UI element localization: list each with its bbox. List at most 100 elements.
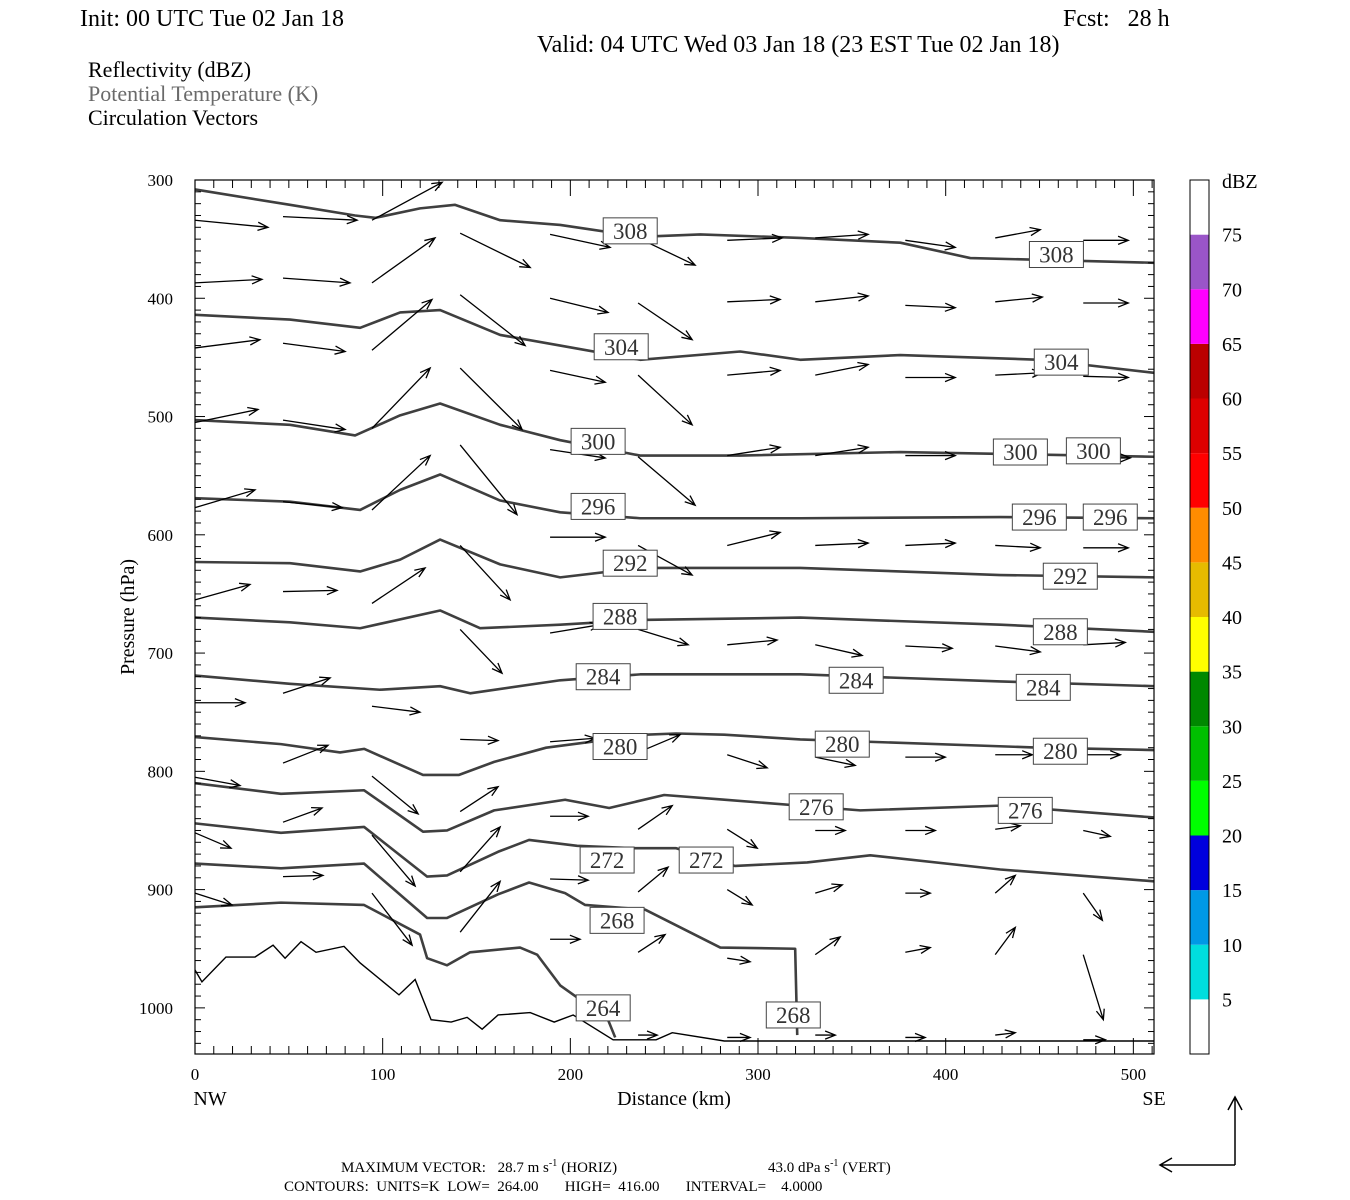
contour-label: 308 (613, 219, 648, 244)
contour-label-box (1032, 618, 1088, 646)
circulation-vector (905, 888, 933, 898)
circulation-vector (459, 294, 527, 347)
valid-time: Valid: 04 UTC Wed 03 Jan 18 (23 EST Tue … (537, 32, 1060, 58)
circulation-vector (1083, 1035, 1108, 1045)
circulation-vector (727, 295, 782, 305)
circulation-vector (194, 406, 260, 424)
circulation-vector (637, 933, 667, 953)
circulation-vector (550, 875, 590, 885)
circulation-vector (995, 645, 1043, 656)
colorbar-swatch (1190, 944, 1209, 1000)
circulation-vector (371, 454, 432, 511)
circulation-vector (282, 501, 344, 512)
colorbar-swatch (1190, 289, 1209, 344)
circulation-vector (815, 230, 870, 240)
circulation-vector (995, 226, 1042, 239)
contour-label: 284 (1026, 675, 1061, 700)
contour-label: 300 (581, 429, 616, 454)
circulation-vector (815, 825, 848, 836)
x-left-direction: NW (193, 1088, 226, 1110)
colorbar-swatch (1190, 890, 1209, 945)
contour-label-box (1033, 348, 1089, 376)
colorbar-swatch (1190, 453, 1209, 508)
y-tick-label: 700 (148, 644, 174, 663)
colorbar-swatch (1190, 671, 1209, 727)
circulation-vector (905, 944, 933, 955)
forecast-hour: Fcst: 28 h (1063, 6, 1170, 32)
circulation-vector (814, 935, 842, 956)
circulation-vector (905, 538, 958, 549)
horiz-sup: -1 (549, 1158, 557, 1169)
contour-label-box (1065, 437, 1121, 465)
circulation-vector (727, 636, 779, 646)
isentrope-280 (194, 732, 1155, 777)
contour-label-box (1082, 503, 1138, 531)
contour-label-box (1042, 562, 1098, 590)
circulation-vector (1083, 235, 1131, 246)
colorbar-swatch (1190, 835, 1209, 891)
legend-potential-temperature: Potential Temperature (K) (88, 81, 318, 106)
legend-circulation-vectors: Circulation Vectors (88, 105, 258, 130)
contour-label: 304 (1044, 350, 1079, 375)
circulation-vector (459, 232, 532, 269)
circulation-vector (371, 366, 432, 429)
circulation-vector (194, 488, 257, 509)
circulation-vector (815, 292, 870, 303)
contour-label-box (592, 602, 648, 630)
circulation-vector (815, 444, 870, 457)
circulation-vector (815, 756, 857, 768)
circulation-vector (371, 236, 437, 284)
contour-label-box (592, 733, 648, 761)
circulation-vector (726, 828, 759, 850)
circulation-vector (550, 934, 582, 944)
contour-label: 292 (613, 551, 648, 576)
circulation-vector (637, 456, 697, 507)
isentrope-272 (194, 822, 1155, 883)
colorbar-label: 60 (1222, 389, 1242, 411)
contour-label-box (593, 333, 649, 361)
colorbar-label: 15 (1222, 880, 1242, 902)
contour-label: 276 (1008, 798, 1043, 823)
contour-label-box (765, 1001, 821, 1029)
max-vector-label: MAXIMUM VECTOR: (341, 1160, 486, 1176)
circulation-vector (460, 735, 500, 745)
circulation-vector (637, 804, 674, 830)
contour-label: 268 (600, 908, 635, 933)
contour-label-box (575, 663, 631, 691)
contour-label: 268 (776, 1003, 811, 1028)
colorbar-swatch (1190, 180, 1209, 235)
colorbar-title: dBZ (1222, 171, 1258, 193)
colorbar-swatch (1190, 780, 1209, 836)
circulation-vector (815, 1030, 838, 1040)
y-tick-label: 1000 (139, 999, 173, 1018)
contour-label: 296 (1093, 505, 1128, 530)
circulation-vector (549, 233, 612, 250)
circulation-vector (371, 181, 444, 221)
contour-label-box (589, 906, 645, 934)
isentrope-296 (194, 473, 1155, 520)
init-time: Init: 00 UTC Tue 02 Jan 18 (80, 6, 344, 32)
colorbar: 5 10 15 20 25 30 35 40 45 50 55 60 65 70 75 (1189, 179, 1242, 1055)
x-tick-label: 100 (370, 1065, 396, 1084)
circulation-vector (994, 874, 1017, 894)
circulation-vector (995, 542, 1043, 552)
circulation-vector (727, 530, 782, 547)
contour-label: 300 (1003, 440, 1038, 465)
isentrope-284 (194, 673, 1155, 695)
circulation-vector (726, 889, 754, 906)
colorbar-label: 35 (1222, 662, 1242, 684)
y-tick-label: 500 (148, 408, 174, 427)
circulation-vector (1083, 543, 1131, 553)
circulation-vector (371, 775, 420, 816)
x-tick-label: 300 (745, 1065, 771, 1084)
colorbar-label: 50 (1222, 498, 1242, 520)
colorbar-label: 70 (1222, 279, 1242, 301)
circulation-vector (727, 366, 782, 376)
circulation-vector (1082, 954, 1105, 1022)
circulation-vector (282, 807, 324, 823)
circulation-vector (1083, 638, 1128, 648)
y-axis-label: Pressure (hPa) (117, 559, 139, 675)
circulation-vector (459, 785, 500, 813)
max-vector-text: MAXIMUM VECTOR: 28.7 m s-1 (HORIZ) 43.0 d… (341, 1158, 891, 1176)
colorbar-swatch (1190, 343, 1209, 399)
